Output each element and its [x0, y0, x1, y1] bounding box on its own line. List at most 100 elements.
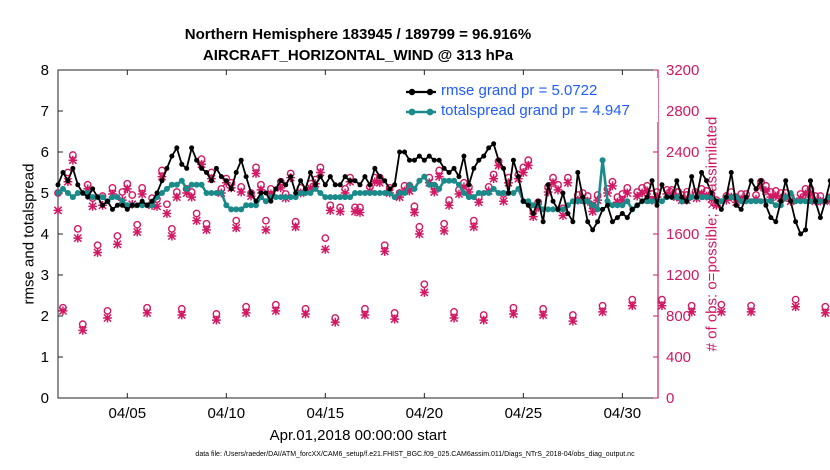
obs-assimilated-point — [523, 160, 533, 170]
rmse-point — [486, 145, 492, 151]
rmse-point — [164, 165, 170, 171]
rmse-point — [347, 178, 353, 184]
rmse-point — [60, 170, 66, 175]
rmse-point — [807, 178, 813, 184]
obs-assimilated-point — [380, 247, 390, 256]
totalspread-point — [455, 181, 462, 188]
obs-assimilated-point — [78, 325, 88, 335]
totalspread-point — [183, 185, 190, 192]
rmse-point — [283, 182, 289, 188]
totalspread-point — [124, 202, 131, 209]
obs-assimilated-point — [429, 187, 439, 197]
totalspread-point — [297, 190, 304, 196]
obs-assimilated-point — [192, 216, 202, 226]
obs-assimilated-point — [330, 317, 340, 327]
totalspread-point — [342, 194, 349, 201]
rmse-series — [55, 141, 830, 237]
obs-assimilated-point — [637, 188, 647, 198]
left-tick-label: 5 — [41, 185, 49, 202]
totalspread-point — [703, 194, 710, 201]
x-axis: 04/05 04/10 04/15 04/20 04/25 04/30 — [109, 70, 641, 422]
obs-assimilated-point — [414, 229, 424, 239]
obs-assimilated-point — [563, 178, 573, 188]
rmse-point — [273, 186, 279, 192]
rmse-point — [788, 198, 794, 204]
obs-assimilated-point — [518, 168, 528, 177]
rmse-point — [758, 178, 764, 184]
rmse-point — [208, 178, 214, 184]
rmse-point — [194, 157, 200, 163]
obs-assimilated-point — [93, 248, 103, 257]
x-tick-label: 04/05 — [109, 405, 147, 422]
rmse-point — [228, 186, 234, 192]
totalspread-point — [599, 157, 606, 164]
rmse-point — [778, 198, 784, 204]
obs-assimilated-point — [474, 197, 484, 207]
rmse-point — [298, 178, 304, 184]
rmse-point — [560, 190, 566, 196]
obs-possible-point — [791, 295, 800, 304]
totalspread-point — [253, 202, 260, 209]
obs-assimilated-point — [355, 208, 365, 217]
y-axis-right-label: # of obs: o=possible; ×=assimilated — [703, 116, 721, 352]
rmse-point — [159, 178, 165, 184]
obs-assimilated-point — [137, 189, 147, 199]
rmse-point — [609, 219, 615, 225]
totalspread-point — [678, 198, 685, 205]
totalspread-point — [233, 206, 240, 213]
rmse-point — [664, 194, 670, 200]
obs-assimilated-point — [405, 186, 414, 196]
obs-assimilated-point — [538, 310, 548, 320]
rmse-point — [654, 202, 660, 208]
totalspread-point — [772, 202, 779, 209]
obs-assimilated-point — [256, 185, 266, 195]
totalspread-point — [203, 190, 210, 196]
x-tick-label: 04/20 — [406, 405, 444, 422]
rmse-point — [238, 157, 244, 163]
rmse-point — [421, 157, 427, 163]
obs-assimilated-point — [509, 309, 518, 319]
right-tick-label: 1200 — [666, 267, 699, 284]
totalspread-point — [802, 198, 809, 205]
rmse-point — [149, 198, 155, 204]
obs-assimilated-point — [617, 195, 627, 205]
totalspread-point — [277, 194, 284, 201]
rmse-point — [233, 170, 239, 175]
obs-assimilated-point — [251, 169, 261, 178]
totalspread-point — [594, 206, 601, 213]
obs-assimilated-point — [122, 184, 132, 194]
obs-assimilated-point — [177, 310, 187, 320]
rmse-point — [100, 202, 106, 208]
rmse-point — [154, 190, 160, 196]
legend-item-totalspread: totalspread grand pr = 4.947 — [401, 102, 657, 122]
rmse-point — [90, 186, 96, 192]
rmse-point — [659, 182, 665, 188]
rmse-point — [481, 153, 487, 159]
obs-assimilated-point — [202, 225, 211, 235]
totalspread-point — [149, 202, 156, 209]
rmse-point — [530, 211, 536, 216]
rmse-point — [322, 182, 328, 188]
obs-assimilated-point — [320, 244, 330, 254]
rmse-point — [723, 194, 729, 200]
obs-assimilated-point — [504, 178, 513, 188]
rmse-point — [713, 198, 719, 204]
obs-assimilated-point — [132, 227, 142, 237]
obs-assimilated-point — [108, 189, 117, 199]
totalspread-point — [396, 190, 403, 196]
totalspread-point — [500, 190, 507, 196]
totalspread-point — [738, 198, 745, 205]
rmse-point — [822, 198, 828, 204]
obs-assimilated-point — [335, 207, 345, 216]
plot-frame — [57, 69, 659, 399]
totalspread-point — [480, 190, 487, 196]
totalspread-point — [460, 190, 467, 196]
obs-assimilated-point — [543, 187, 553, 197]
totalspread-point — [282, 194, 289, 201]
obs-assimilated-point — [598, 307, 607, 317]
totalspread-point — [332, 194, 339, 201]
left-tick-label: 4 — [41, 226, 49, 243]
rmse-point — [337, 182, 343, 188]
totalspread-point — [208, 190, 215, 196]
rmse-point — [169, 153, 175, 159]
